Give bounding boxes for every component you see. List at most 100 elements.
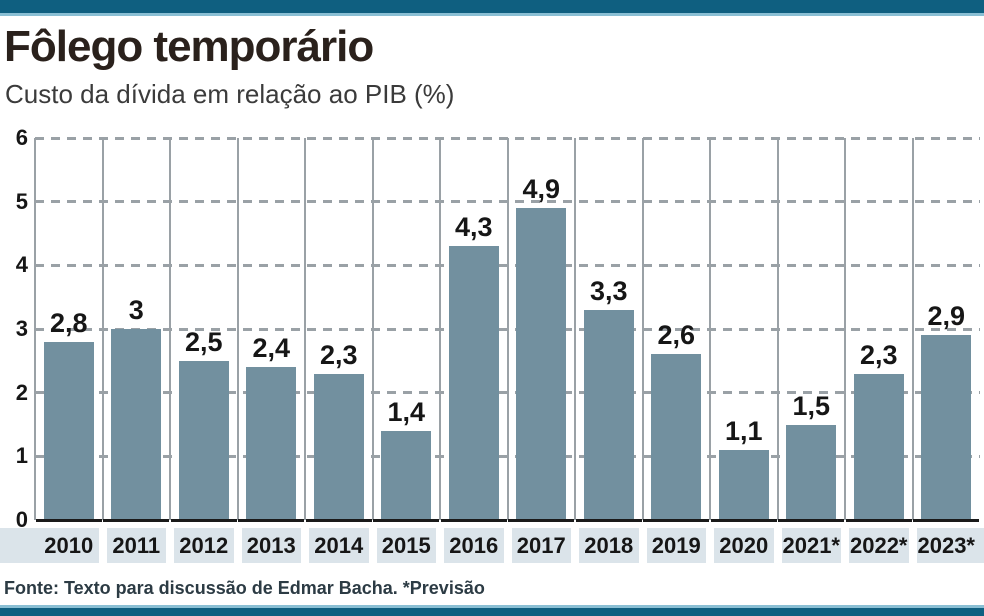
x-axis-baseline	[643, 519, 710, 522]
x-axis-label: 2021*	[782, 533, 840, 558]
x-axis-label: 2018	[584, 533, 634, 558]
bar-2014	[313, 373, 364, 520]
x-axis-band-segment	[849, 528, 909, 563]
column-separator-line	[574, 138, 576, 520]
bar-value-label: 1,5	[792, 390, 831, 421]
x-axis-baseline	[35, 519, 102, 522]
y-axis-tick-label: 6	[15, 125, 28, 150]
bar-2010	[43, 341, 94, 520]
x-axis-baseline	[103, 519, 170, 522]
column-separator-line	[101, 138, 104, 520]
x-axis-baseline	[305, 519, 372, 522]
x-axis-baseline	[575, 519, 642, 522]
bar-value-label: 2,5	[184, 326, 223, 357]
top-accent-line	[0, 13, 984, 16]
x-axis-baseline	[238, 519, 305, 522]
x-axis-label: 2013	[246, 533, 296, 558]
x-axis-label: 2017	[516, 533, 566, 558]
x-axis-label: 2010	[44, 533, 94, 558]
x-axis-label: 2019	[651, 533, 701, 558]
column-separator-line	[34, 138, 36, 520]
page-subtitle: Custo da dívida em relação ao PIB (%)	[5, 79, 455, 109]
bar-2023*	[921, 335, 972, 520]
x-axis-baseline	[845, 519, 912, 522]
x-axis-band-segment	[916, 528, 984, 563]
bar-2018	[583, 309, 634, 520]
x-axis-band-segment	[714, 528, 774, 563]
x-axis-baseline	[170, 519, 237, 522]
bottom-accent-line	[0, 605, 984, 608]
bar-2022*	[853, 373, 904, 520]
bar-value-label: 2,4	[252, 333, 291, 364]
x-axis-band-segment	[511, 528, 571, 563]
bar-value-label: 4,3	[454, 212, 493, 243]
y-axis-tick-label: 0	[15, 507, 28, 532]
y-axis-tick-label: 5	[15, 188, 28, 214]
column-separator-line	[236, 138, 239, 520]
bar-value-label: 1,4	[387, 396, 426, 427]
x-axis-baseline	[508, 519, 575, 522]
x-axis-label: 2022*	[849, 533, 908, 558]
x-axis-label: 2011	[112, 533, 161, 558]
x-axis-baseline	[710, 519, 777, 522]
column-separator-line	[304, 138, 306, 520]
x-axis-band-segment	[174, 528, 234, 563]
source-note: Fonte: Texto para discussão de Edmar Bac…	[4, 578, 485, 598]
bar-value-label: 4,9	[522, 174, 561, 205]
x-axis-band-segment	[646, 528, 706, 563]
page-title: Fôlego temporário	[4, 22, 374, 71]
bar-value-label: 3,3	[589, 275, 628, 306]
bottom-accent-bar	[0, 608, 984, 616]
x-axis-label: 2023*	[917, 533, 975, 558]
y-axis-tick-label: 1	[15, 443, 28, 469]
y-axis-tick-label: 3	[15, 316, 28, 341]
column-separator-line	[439, 138, 441, 520]
x-axis-baseline	[913, 519, 980, 522]
x-axis-label: 2014	[314, 533, 364, 558]
x-axis-band-segment	[106, 528, 166, 563]
x-axis-label: 2016	[449, 533, 499, 558]
x-axis-band-segment	[376, 528, 436, 563]
bar-2021*	[786, 424, 837, 520]
column-separator-line	[844, 138, 846, 520]
x-axis-band-segment	[309, 528, 369, 563]
y-axis-tick-label: 2	[15, 379, 28, 405]
bar-2011	[111, 329, 162, 520]
bar-value-label: 2,8	[49, 307, 88, 338]
bar-2017	[516, 208, 567, 520]
x-axis-band-segment	[241, 528, 301, 563]
bar-value-label: 2,3	[319, 339, 358, 370]
x-axis-label: 2015	[381, 533, 431, 558]
column-separator-line	[169, 138, 171, 520]
bar-value-label: 3	[128, 295, 144, 325]
bar-2013	[246, 367, 297, 520]
column-separator-line	[911, 138, 914, 520]
x-axis-band-segment	[579, 528, 639, 563]
column-separator-line	[776, 138, 779, 520]
column-separator-line	[709, 138, 711, 520]
x-axis-baseline	[440, 519, 507, 522]
x-axis-label: 2012	[179, 533, 229, 558]
x-axis-band-segment	[444, 528, 504, 563]
x-axis-band-segment	[781, 528, 841, 563]
x-axis-band-segment	[0, 528, 99, 563]
bar-value-label: 2,3	[859, 339, 898, 370]
column-separator-line	[506, 138, 509, 520]
x-axis-baseline	[373, 519, 440, 522]
bar-2016	[448, 246, 499, 520]
bar-value-label: 2,9	[927, 301, 966, 332]
bar-value-label: 2,6	[657, 320, 696, 351]
x-axis-label: 2020	[719, 533, 769, 558]
y-axis-tick-label: 4	[15, 252, 28, 278]
bar-value-label: 1,1	[724, 415, 763, 446]
bar-2020	[718, 449, 769, 520]
bar-2019	[651, 354, 702, 520]
column-separator-line	[641, 138, 644, 520]
column-separator-line	[371, 138, 374, 520]
bar-2012	[178, 360, 229, 520]
bar-2015	[381, 430, 432, 520]
x-axis-baseline	[778, 519, 845, 522]
top-accent-bar	[0, 0, 984, 13]
